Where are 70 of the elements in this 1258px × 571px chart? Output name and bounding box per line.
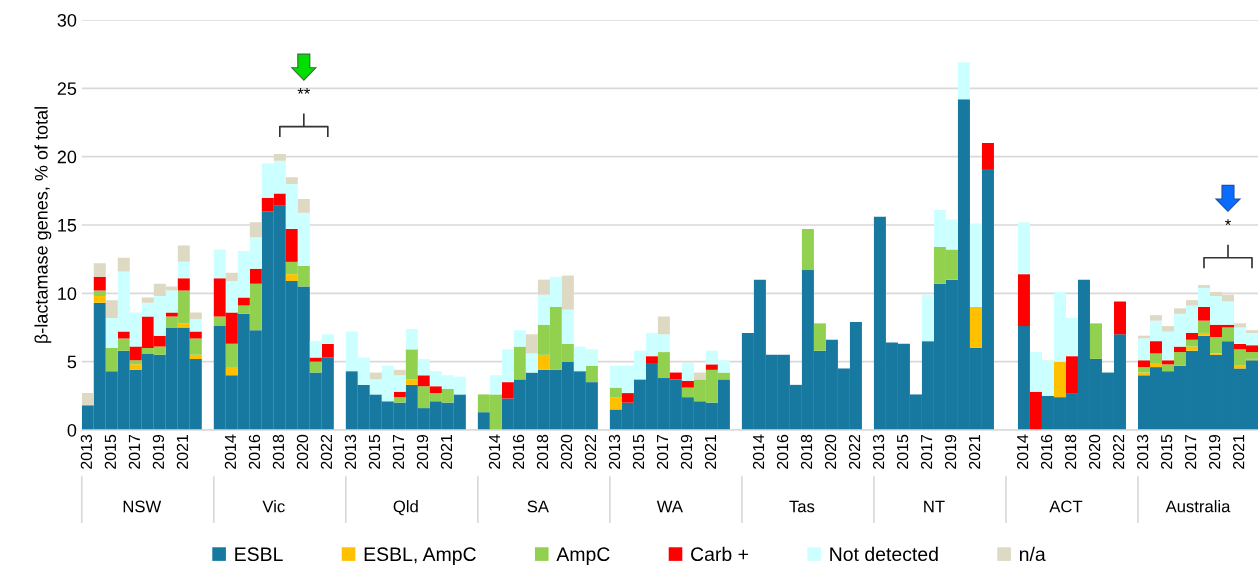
x-tick-label: 2013	[80, 434, 93, 469]
x-tick-label: 2013	[608, 434, 621, 469]
x-tick-label: 2018	[536, 434, 549, 469]
x-tick-label: 2020	[296, 434, 309, 469]
text: Australia	[1165, 500, 1231, 513]
x-tick-label: 2022	[1112, 434, 1125, 469]
text: NT	[924, 500, 945, 513]
x-tick-label: 2018	[800, 434, 813, 469]
x-tick-label: 2022	[320, 434, 333, 469]
x-tick-label: 2015	[104, 434, 117, 469]
y-tick-label: 20	[57, 150, 77, 164]
x-tick-label: 2017	[920, 434, 933, 469]
x-tick-label: 2019	[1208, 434, 1221, 469]
x-tick-label: 2016	[248, 434, 261, 469]
x-tick-label: 2015	[1160, 434, 1173, 469]
x-tick-label: 2018	[1064, 434, 1077, 469]
x-tick-label: 2013	[344, 434, 357, 469]
x-tick-label: 2014	[488, 434, 501, 469]
text: Qld	[393, 500, 418, 516]
x-tick-label: 2017	[128, 434, 141, 469]
x-tick-label: 2021	[704, 434, 717, 469]
x-tick-label: 2015	[632, 434, 645, 469]
x-tick-label: 2014	[752, 434, 765, 469]
x-tick-label: 2016	[1040, 434, 1053, 469]
text: Vic	[262, 500, 285, 513]
y-tick-label: 0	[67, 423, 77, 437]
x-tick-label: 2013	[1136, 434, 1149, 469]
text: ACT	[1049, 500, 1083, 513]
annotation: *	[1225, 219, 1231, 226]
x-tick-label: 2016	[776, 434, 789, 469]
x-tick-label: 2020	[824, 434, 837, 469]
x-tick-label: 2017	[392, 434, 405, 469]
x-tick-label: 2021	[1232, 434, 1245, 469]
x-tick-label: 2014	[1016, 434, 1029, 469]
annotation: **	[297, 87, 311, 94]
x-tick-label: 2019	[416, 434, 429, 469]
y-tick-label: 25	[57, 82, 77, 96]
x-tick-label: 2015	[896, 434, 909, 469]
y-tick-label: 10	[58, 287, 77, 301]
x-tick-label: 2022	[848, 434, 861, 469]
x-tick-label: 2021	[968, 434, 981, 469]
x-tick-label: 2015	[368, 434, 381, 469]
y-tick-label: 5	[67, 355, 77, 369]
x-tick-label: 2014	[224, 434, 237, 469]
text: Tas	[789, 500, 815, 513]
text: SA	[527, 500, 549, 513]
y-tick-label: 15	[58, 219, 77, 232]
x-tick-label: 2019	[152, 434, 165, 469]
x-tick-label: 2019	[680, 434, 693, 469]
legend-label: Carb +	[691, 546, 749, 562]
x-tick-label: 2018	[272, 434, 285, 469]
legend-label: n/a	[1019, 546, 1046, 562]
legend-label: ESBL, AmpC	[364, 547, 476, 565]
x-tick-label: 2017	[1184, 434, 1197, 469]
legend-label: Not detected	[830, 546, 938, 562]
x-tick-label: 2020	[1088, 434, 1101, 469]
x-tick-label: 2022	[584, 434, 597, 469]
legend-label: AmpC	[556, 547, 610, 565]
y-tick-label: 30	[57, 13, 77, 27]
x-tick-label: 2020	[560, 434, 573, 469]
text: WA	[656, 500, 683, 513]
legend-label: ESBL	[235, 547, 283, 562]
x-tick-label: 2021	[176, 434, 189, 469]
x-tick-label: 2013	[872, 434, 885, 469]
x-tick-label: 2017	[656, 434, 669, 469]
x-tick-label: 2019	[944, 434, 957, 469]
x-tick-label: 2021	[440, 434, 453, 469]
y-axis-title: β-lactamase genes, % of total	[34, 107, 52, 343]
x-tick-label: 2016	[512, 434, 525, 469]
text: NSW	[123, 500, 162, 513]
